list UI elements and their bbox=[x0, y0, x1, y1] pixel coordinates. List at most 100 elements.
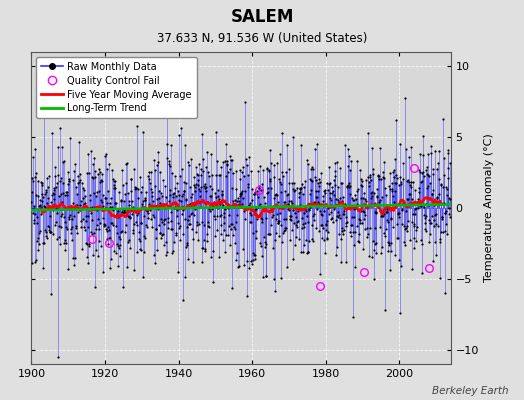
Point bbox=[380, 159, 388, 166]
Point bbox=[102, 150, 111, 157]
Point bbox=[369, 247, 378, 253]
Point bbox=[315, 228, 323, 234]
Point bbox=[423, 170, 432, 177]
Point bbox=[386, 186, 394, 192]
Point bbox=[440, 154, 448, 161]
Point bbox=[166, 208, 174, 215]
Point bbox=[435, 148, 443, 155]
Point bbox=[139, 249, 148, 256]
Point bbox=[176, 237, 184, 243]
Point bbox=[408, 179, 417, 185]
Point bbox=[263, 273, 271, 279]
Point bbox=[130, 266, 138, 273]
Point bbox=[82, 241, 91, 247]
Point bbox=[264, 231, 272, 238]
Point bbox=[150, 213, 159, 220]
Point bbox=[384, 219, 392, 225]
Point bbox=[398, 206, 406, 213]
Point bbox=[147, 186, 156, 192]
Point bbox=[82, 213, 90, 219]
Point bbox=[274, 220, 282, 226]
Point bbox=[145, 168, 154, 175]
Point bbox=[397, 206, 406, 212]
Point bbox=[312, 177, 320, 183]
Point bbox=[211, 190, 219, 196]
Point bbox=[200, 184, 209, 191]
Point bbox=[127, 188, 136, 194]
Point bbox=[348, 314, 357, 321]
Point bbox=[300, 210, 308, 216]
Point bbox=[227, 221, 235, 228]
Point bbox=[254, 183, 263, 189]
Point bbox=[421, 220, 429, 226]
Point bbox=[249, 230, 257, 237]
Point bbox=[155, 195, 163, 201]
Point bbox=[391, 180, 399, 186]
Point bbox=[158, 232, 166, 238]
Point bbox=[56, 178, 64, 184]
Point bbox=[32, 170, 40, 176]
Point bbox=[372, 210, 380, 216]
Point bbox=[31, 211, 40, 217]
Point bbox=[194, 220, 203, 227]
Point bbox=[115, 252, 124, 259]
Point bbox=[187, 156, 195, 162]
Point bbox=[29, 217, 38, 224]
Point bbox=[42, 233, 50, 239]
Point bbox=[231, 168, 239, 174]
Point bbox=[410, 220, 418, 227]
Point bbox=[405, 191, 413, 197]
Point bbox=[68, 176, 77, 183]
Point bbox=[186, 201, 194, 208]
Point bbox=[132, 185, 140, 192]
Point bbox=[224, 201, 232, 207]
Point bbox=[303, 157, 311, 163]
Point bbox=[170, 185, 179, 191]
Point bbox=[173, 220, 182, 226]
Point bbox=[366, 172, 375, 178]
Point bbox=[357, 220, 366, 226]
Point bbox=[386, 267, 395, 274]
Point bbox=[72, 201, 80, 208]
Point bbox=[226, 165, 235, 172]
Point bbox=[445, 195, 453, 202]
Point bbox=[263, 166, 271, 172]
Point bbox=[239, 262, 248, 268]
Point bbox=[332, 217, 340, 223]
Point bbox=[88, 217, 96, 224]
Point bbox=[151, 226, 160, 232]
Point bbox=[307, 165, 315, 172]
Point bbox=[177, 198, 185, 204]
Point bbox=[433, 166, 441, 172]
Point bbox=[205, 183, 214, 189]
Point bbox=[75, 177, 84, 184]
Point bbox=[110, 182, 118, 188]
Point bbox=[191, 184, 199, 190]
Point bbox=[224, 205, 232, 211]
Point bbox=[286, 213, 294, 219]
Point bbox=[104, 188, 112, 194]
Point bbox=[99, 215, 107, 222]
Point bbox=[159, 177, 167, 184]
Point bbox=[273, 210, 281, 217]
Point bbox=[318, 235, 326, 241]
Point bbox=[368, 171, 377, 178]
Point bbox=[313, 206, 321, 212]
Point bbox=[28, 174, 37, 181]
Point bbox=[134, 195, 143, 201]
Point bbox=[61, 219, 70, 226]
Point bbox=[368, 192, 376, 199]
Point bbox=[54, 172, 62, 178]
Point bbox=[440, 290, 449, 296]
Point bbox=[150, 260, 159, 266]
Point bbox=[80, 201, 89, 208]
Point bbox=[320, 187, 329, 194]
Point bbox=[285, 166, 293, 172]
Point bbox=[308, 236, 316, 242]
Point bbox=[323, 229, 332, 235]
Point bbox=[139, 129, 147, 135]
Point bbox=[68, 215, 76, 222]
Text: Berkeley Earth: Berkeley Earth bbox=[432, 386, 508, 396]
Point bbox=[164, 219, 172, 225]
Point bbox=[353, 223, 362, 230]
